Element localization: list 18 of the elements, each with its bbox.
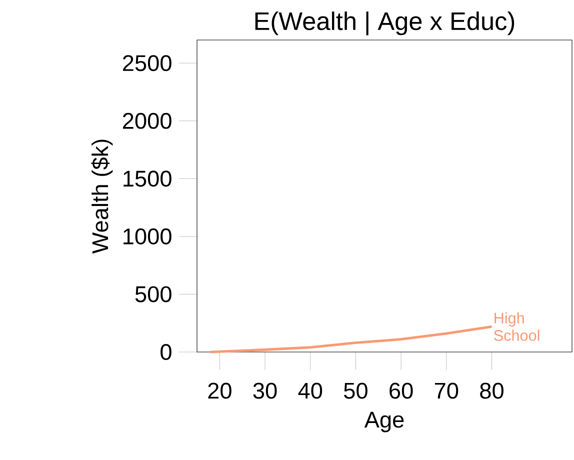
y-tick-label: 1500	[124, 170, 172, 187]
chart-title: E(Wealth | Age x Educ)	[255, 12, 514, 36]
y-tick-label: 0	[160, 344, 172, 360]
x-tick-label: 60	[390, 382, 413, 399]
y-tick-label: 2500	[123, 55, 172, 72]
y-tick-label: 1000	[124, 228, 172, 244]
x-tick-label: 50	[344, 382, 368, 399]
x-tick-label: 80	[480, 382, 504, 399]
line-series	[209, 325, 494, 354]
x-tick-label: 20	[208, 382, 232, 399]
y-tick-label: 500	[135, 286, 172, 302]
series-label: High School	[494, 312, 540, 341]
x-axis-title: Age	[364, 412, 404, 432]
y-tick-label: 2000	[123, 112, 172, 129]
x-tick-label: 40	[298, 382, 322, 399]
x-tick-label: 70	[434, 382, 458, 399]
y-axis-title: Wealth ($k)	[91, 140, 113, 254]
x-tick-label: 30	[253, 382, 277, 399]
